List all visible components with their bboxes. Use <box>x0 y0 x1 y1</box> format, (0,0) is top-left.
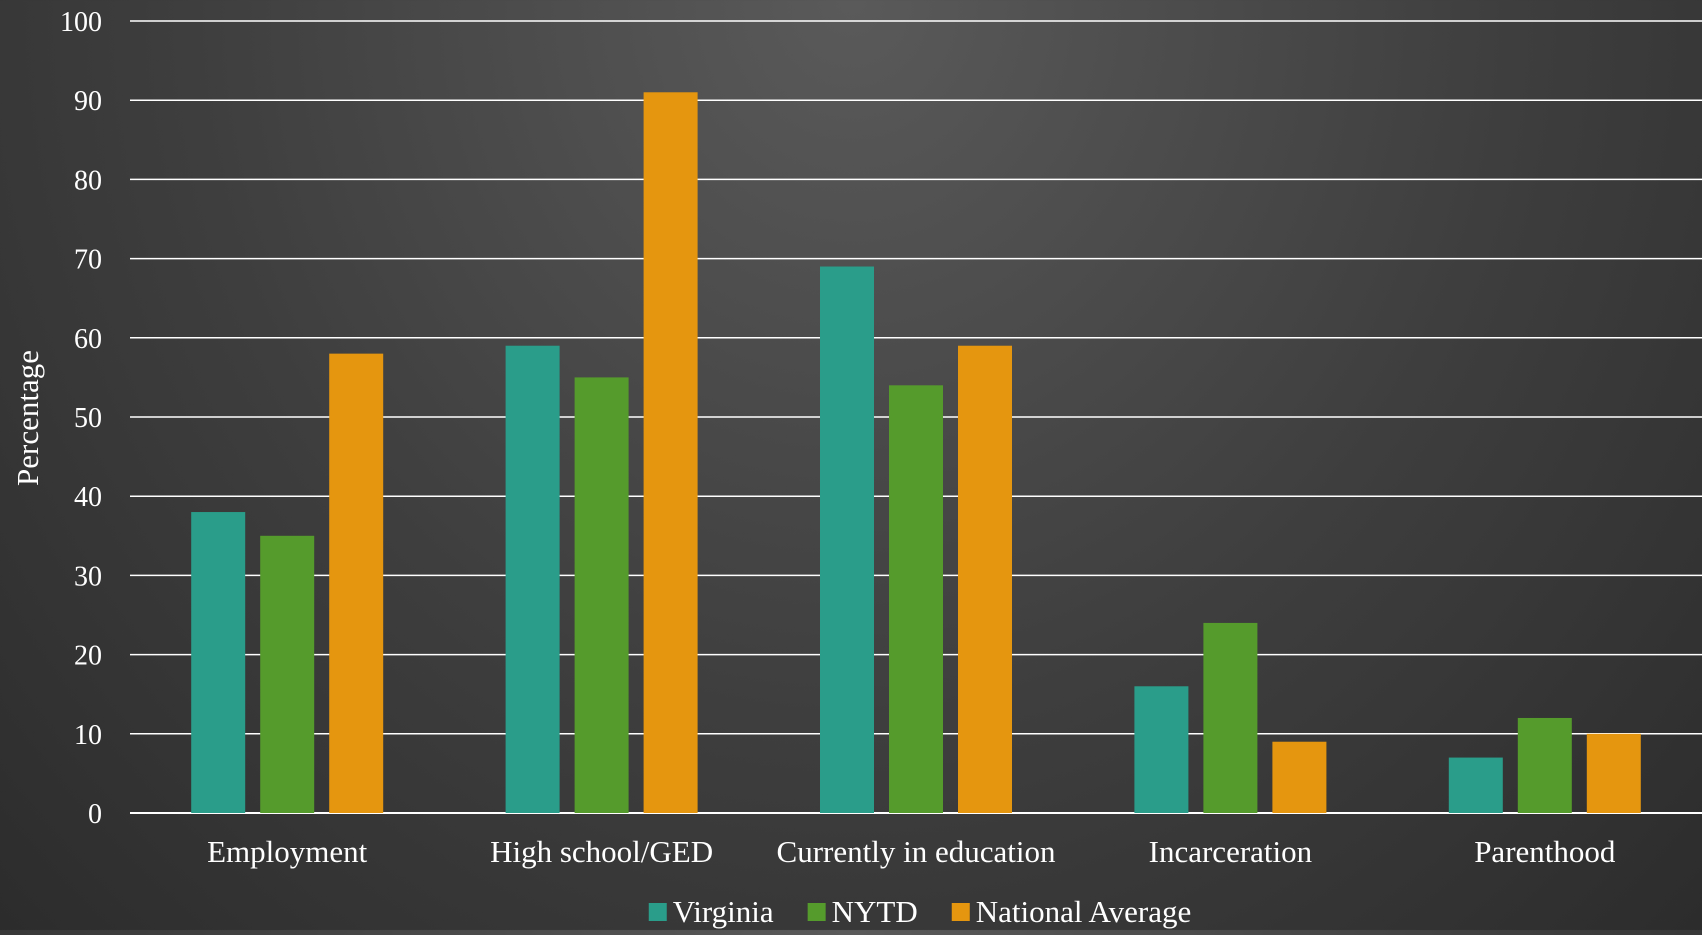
y-tick-label: 40 <box>74 482 102 513</box>
bar-virginia <box>191 512 246 813</box>
bar-national-average <box>643 92 698 813</box>
legend-swatch <box>648 903 667 921</box>
y-tick-label: 20 <box>74 641 102 672</box>
bar-nytd <box>1517 717 1572 813</box>
legend-swatch <box>807 903 826 921</box>
y-axis-label: Percentage <box>10 350 45 486</box>
bar-virginia <box>1448 757 1503 813</box>
y-axis-ticks: 0 10 20 30 40 50 60 70 80 90 100 <box>60 7 102 830</box>
bar-nytd <box>574 377 629 813</box>
x-tick-label: High school/GED <box>490 834 713 869</box>
bar-virginia <box>505 345 560 813</box>
y-tick-label: 50 <box>74 403 102 434</box>
y-tick-label: 0 <box>88 799 102 830</box>
x-tick-label: Currently in education <box>777 834 1056 869</box>
bar-nytd <box>260 535 315 813</box>
bar-national-average <box>958 345 1012 813</box>
bar-virginia <box>820 266 874 813</box>
bar-national-average <box>1586 733 1641 813</box>
x-tick-label: Employment <box>207 834 368 869</box>
bar-virginia <box>1134 686 1189 813</box>
y-tick-label: 10 <box>74 720 102 751</box>
bar-nytd <box>1203 622 1258 813</box>
legend-label: Virginia <box>673 894 774 929</box>
y-tick-label: 60 <box>74 324 102 355</box>
legend: Virginia NYTD National Average <box>648 894 1191 929</box>
y-tick-label: 70 <box>74 245 102 276</box>
y-tick-label: 80 <box>74 165 102 196</box>
x-axis-labels: Employment High school/GED Currently in ed… <box>207 834 1616 869</box>
bar-national-average <box>329 353 384 813</box>
y-tick-label: 100 <box>60 7 102 38</box>
legend-swatch <box>951 903 970 921</box>
bar-nytd <box>889 385 943 813</box>
legend-label: NYTD <box>832 894 918 929</box>
x-tick-label: Incarceration <box>1149 834 1313 869</box>
y-tick-label: 30 <box>74 561 102 592</box>
bar-national-average <box>1272 741 1327 813</box>
y-tick-label: 90 <box>74 86 102 117</box>
x-tick-label: Parenthood <box>1474 834 1616 869</box>
legend-label: National Average <box>976 894 1191 929</box>
bars <box>191 92 1641 813</box>
